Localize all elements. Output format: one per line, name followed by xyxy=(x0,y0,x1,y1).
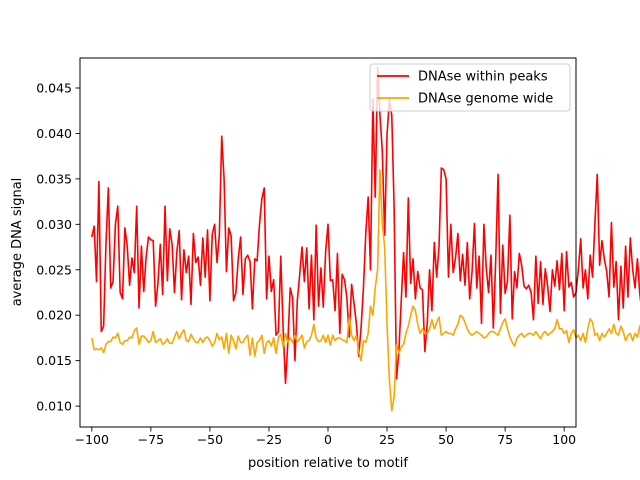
x-tick-label: 0 xyxy=(324,432,332,447)
series-layer xyxy=(91,66,640,412)
x-tick-label: 25 xyxy=(379,432,395,447)
y-axis: 0.010 0.015 0.020 0.025 0.030 0.035 0.040 0.045 xyxy=(36,80,80,414)
x-tick-label: 50 xyxy=(438,432,454,447)
series-line-dnase-within-peaks xyxy=(91,66,640,385)
y-tick-label: 0.035 xyxy=(36,171,72,186)
x-tick-label: −100 xyxy=(75,432,109,447)
legend-entry-genome-wide: DNAse genome wide xyxy=(418,92,553,107)
y-tick-label: 0.040 xyxy=(36,126,72,141)
y-tick-label: 0.010 xyxy=(36,399,72,414)
x-tick-label: 75 xyxy=(497,432,513,447)
x-axis: −100 −75 −50 −25 0 25 50 75 100 xyxy=(75,427,576,447)
x-tick-label: −25 xyxy=(256,432,282,447)
x-tick-label: −50 xyxy=(197,432,223,447)
x-tick-label: −75 xyxy=(138,432,164,447)
y-tick-label: 0.045 xyxy=(36,80,72,95)
series-line-dnase-genome-wide xyxy=(91,168,640,412)
y-tick-label: 0.020 xyxy=(36,308,72,323)
legend-box xyxy=(369,63,571,112)
x-tick-label: 100 xyxy=(552,432,576,447)
y-tick-label: 0.025 xyxy=(36,262,72,277)
legend: DNAse within peaks DNAse genome wide xyxy=(369,63,571,112)
legend-entry-within-peaks: DNAse within peaks xyxy=(418,70,548,85)
y-tick-label: 0.030 xyxy=(36,217,72,232)
y-tick-label: 0.015 xyxy=(36,353,72,368)
x-axis-label: position relative to motif xyxy=(248,456,408,471)
y-axis-label: average DNA signal xyxy=(10,178,25,307)
